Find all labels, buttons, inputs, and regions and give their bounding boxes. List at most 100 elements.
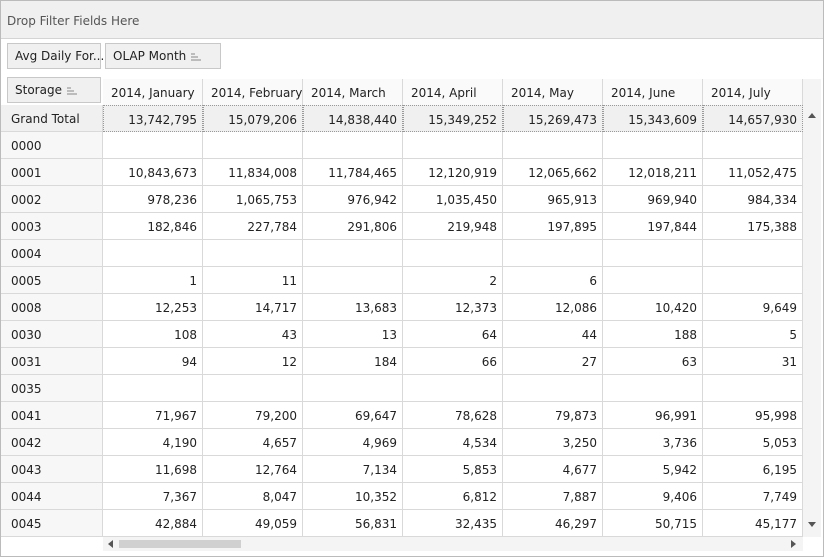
data-cell: 95,998: [703, 402, 803, 429]
data-cell: [103, 240, 203, 267]
filter-area[interactable]: Drop Filter Fields Here: [1, 1, 823, 39]
total-cell: 15,349,252: [403, 105, 503, 132]
total-cell: 14,657,930: [703, 105, 803, 132]
data-cell: 5: [703, 321, 803, 348]
data-cell: 31: [703, 348, 803, 375]
data-cell: 66: [403, 348, 503, 375]
data-cell: 10,420: [603, 294, 703, 321]
data-cell: 12: [203, 348, 303, 375]
data-cell: [403, 375, 503, 402]
data-cell: [403, 240, 503, 267]
row-header: 0000: [1, 132, 103, 159]
row-header: 0001: [1, 159, 103, 186]
data-cell: 9,649: [703, 294, 803, 321]
row-header: Grand Total: [1, 105, 103, 132]
row-header: 0005: [1, 267, 103, 294]
data-cell: 969,940: [603, 186, 703, 213]
data-cell: 1,065,753: [203, 186, 303, 213]
data-cell: 197,844: [603, 213, 703, 240]
row-header: 0041: [1, 402, 103, 429]
data-cell: 4,534: [403, 429, 503, 456]
data-cell: [503, 375, 603, 402]
data-cell: [503, 240, 603, 267]
data-cell: [203, 132, 303, 159]
data-cell: 12,253: [103, 294, 203, 321]
data-cell: 79,873: [503, 402, 603, 429]
data-cell: 6,195: [703, 456, 803, 483]
data-cell: 227,784: [203, 213, 303, 240]
vertical-scrollbar[interactable]: [803, 79, 821, 537]
data-cell: 4,190: [103, 429, 203, 456]
column-header: 2014, January: [103, 79, 203, 106]
row-header: 0008: [1, 294, 103, 321]
column-header: 2014, March: [303, 79, 403, 106]
data-field-button[interactable]: Avg Daily For...: [7, 43, 104, 69]
data-cell: 44: [503, 321, 603, 348]
data-cell: [303, 240, 403, 267]
grid-body: 2014, January 2014, February 2014, March 20…: [1, 79, 803, 537]
data-cell: [303, 132, 403, 159]
sort-icon: [191, 53, 202, 60]
row-field-button[interactable]: Storage: [7, 77, 101, 103]
data-cell: 5,053: [703, 429, 803, 456]
row-header: 0002: [1, 186, 103, 213]
data-cell: 12,018,211: [603, 159, 703, 186]
data-cell: 49,059: [203, 510, 303, 537]
data-cell: 46,297: [503, 510, 603, 537]
horizontal-scrollbar[interactable]: [103, 537, 803, 551]
data-cell: 7,134: [303, 456, 403, 483]
data-cell: 2: [403, 267, 503, 294]
data-cell: [603, 132, 703, 159]
data-cell: [303, 267, 403, 294]
data-cell: 1: [103, 267, 203, 294]
total-cell: 14,838,440: [303, 105, 403, 132]
row-header: 0004: [1, 240, 103, 267]
data-cell: 12,086: [503, 294, 603, 321]
data-cell: 71,967: [103, 402, 203, 429]
data-field-button[interactable]: OLAP Month: [105, 43, 221, 69]
data-cell: 10,352: [303, 483, 403, 510]
data-cell: 42,884: [103, 510, 203, 537]
data-cell: 197,895: [503, 213, 603, 240]
data-cell: 43: [203, 321, 303, 348]
data-cell: 7,887: [503, 483, 603, 510]
data-cell: 175,388: [703, 213, 803, 240]
data-cell: 182,846: [103, 213, 203, 240]
data-cell: 64: [403, 321, 503, 348]
data-cell: [603, 267, 703, 294]
data-cell: 12,764: [203, 456, 303, 483]
data-cell: [403, 132, 503, 159]
sort-icon: [66, 87, 77, 94]
data-cell: 965,913: [503, 186, 603, 213]
data-cell: 6,812: [403, 483, 503, 510]
data-cell: 4,657: [203, 429, 303, 456]
data-cell: [103, 375, 203, 402]
data-cell: 11,834,008: [203, 159, 303, 186]
data-cell: 12,373: [403, 294, 503, 321]
data-cell: 976,942: [303, 186, 403, 213]
row-header: 0042: [1, 429, 103, 456]
data-cell: 7,367: [103, 483, 203, 510]
data-cell: 4,677: [503, 456, 603, 483]
data-cell: 6: [503, 267, 603, 294]
total-cell: 15,079,206: [203, 105, 303, 132]
data-cell: 3,250: [503, 429, 603, 456]
data-cell: 8,047: [203, 483, 303, 510]
data-cell: [603, 375, 703, 402]
data-cell: [703, 132, 803, 159]
data-cell: 32,435: [403, 510, 503, 537]
data-cell: 79,200: [203, 402, 303, 429]
row-header: 0045: [1, 510, 103, 537]
data-cell: 11,698: [103, 456, 203, 483]
data-cell: 11,052,475: [703, 159, 803, 186]
total-cell: 15,343,609: [603, 105, 703, 132]
data-cell: [603, 240, 703, 267]
data-cell: [103, 132, 203, 159]
data-cell: 978,236: [103, 186, 203, 213]
data-cell: 1,035,450: [403, 186, 503, 213]
data-field-label: OLAP Month: [113, 49, 187, 63]
data-cell: 219,948: [403, 213, 503, 240]
column-header: 2014, June: [603, 79, 703, 106]
data-cell: [303, 375, 403, 402]
data-cell: 11: [203, 267, 303, 294]
